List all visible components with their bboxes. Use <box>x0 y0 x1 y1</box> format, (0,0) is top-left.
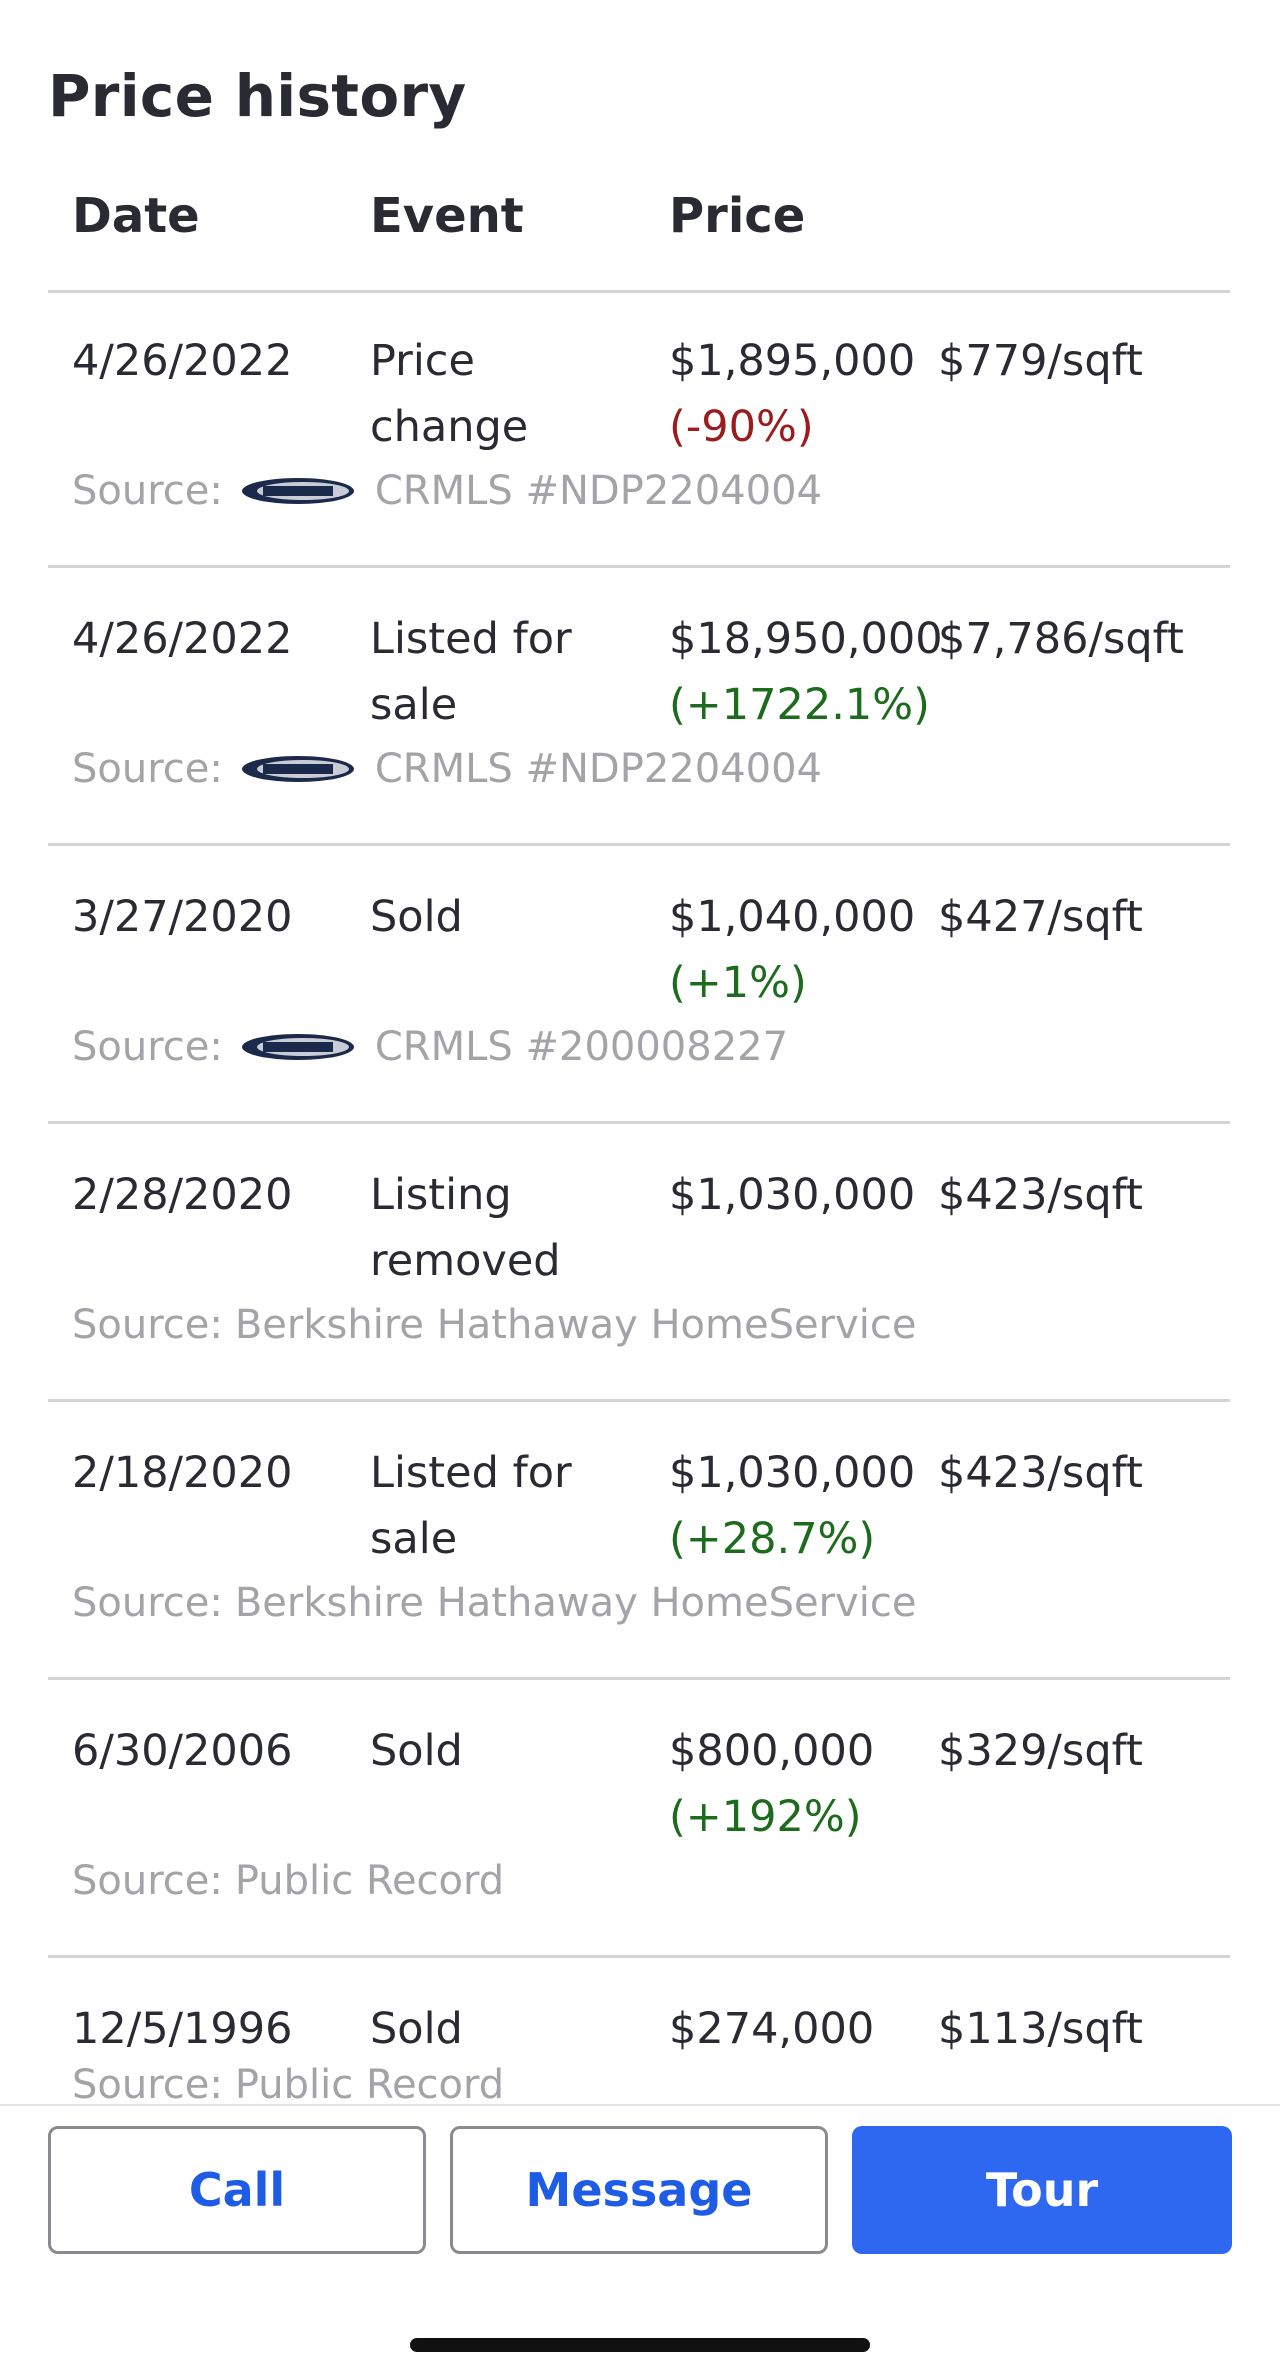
source-text: Berkshire Hathaway HomeService <box>234 1580 917 1626</box>
crmls-logo <box>241 754 355 784</box>
table-row: 4/26/2022 Listed for sale $18,950,000 (+… <box>48 568 1230 846</box>
table-row: 2/28/2020 Listing removed $1,030,000 $42… <box>48 1124 1230 1402</box>
crmls-logo <box>241 476 355 506</box>
price-change: (+28.7%) <box>669 1514 876 1564</box>
row-event: Listing removed <box>370 1170 561 1286</box>
table-header: Date Event Price <box>48 180 1230 293</box>
call-button[interactable]: Call <box>48 2126 426 2254</box>
row-price: $274,000 <box>669 1996 874 2062</box>
source-label: Source: <box>72 1580 223 1626</box>
row-date: 3/27/2020 <box>72 892 293 942</box>
row-event: Listed for sale <box>370 614 572 730</box>
message-button[interactable]: Message <box>450 2126 828 2254</box>
source-label: Source: <box>72 2062 223 2108</box>
row-price: $1,030,000 (+28.7%) <box>669 1440 915 1572</box>
row-date: 2/28/2020 <box>72 1170 293 1220</box>
row-source: Source: Public Record <box>72 2062 504 2108</box>
row-source: Source: Public Record <box>72 1858 504 1904</box>
source-label: Source: <box>72 1302 223 1348</box>
source-label: Source: <box>72 746 223 792</box>
row-date: 4/26/2022 <box>72 614 293 664</box>
action-bar: Call Message Tour <box>0 2104 1280 2380</box>
price-change: (+1722.1%) <box>669 680 930 730</box>
row-event: Listed for sale <box>370 1448 572 1564</box>
row-date: 6/30/2006 <box>72 1726 293 1776</box>
source-text: Berkshire Hathaway HomeService <box>234 1302 917 1348</box>
source-text: Public Record <box>234 1858 505 1904</box>
row-price: $1,040,000 (+1%) <box>669 884 915 1016</box>
row-source: Source: Berkshire Hathaway HomeService <box>72 1302 916 1348</box>
price-value: $800,000 <box>669 1726 875 1776</box>
price-value: $274,000 <box>669 2004 875 2054</box>
price-change: (+1%) <box>669 958 807 1008</box>
crmls-logo <box>241 1032 355 1062</box>
row-source: Source: CRMLS #200008227 <box>72 1024 788 1070</box>
price-value: $1,040,000 <box>669 892 916 942</box>
row-event: Price change <box>370 336 529 452</box>
price-value: $1,030,000 <box>669 1170 916 1220</box>
row-source: Source: Berkshire Hathaway HomeService <box>72 1580 916 1626</box>
column-header-date: Date <box>72 188 200 244</box>
price-change: (-90%) <box>669 402 814 452</box>
row-source: Source: CRMLS #NDP2204004 <box>72 468 822 514</box>
price-history-table: 4/26/2022 Price change $1,895,000 (-90%)… <box>48 290 1230 2236</box>
table-row: 3/27/2020 Sold $1,040,000 (+1%) $427/sqf… <box>48 846 1230 1124</box>
row-source: Source: CRMLS #NDP2204004 <box>72 746 822 792</box>
table-row: 2/18/2020 Listed for sale $1,030,000 (+2… <box>48 1402 1230 1680</box>
row-price: $800,000 (+192%) <box>669 1718 874 1850</box>
tour-button[interactable]: Tour <box>852 2126 1232 2254</box>
table-row: 6/30/2006 Sold $800,000 (+192%) $329/sqf… <box>48 1680 1230 1958</box>
home-indicator[interactable] <box>410 2338 870 2352</box>
row-date: 2/18/2020 <box>72 1448 293 1498</box>
price-change: (+192%) <box>669 1792 862 1842</box>
source-text: Public Record <box>234 2062 505 2108</box>
source-label: Source: <box>72 1858 223 1904</box>
price-history-title: Price history <box>48 62 467 130</box>
source-label: Source: <box>72 468 223 514</box>
row-price-per-sqft: $7,786/sqft <box>938 614 1184 664</box>
row-price-per-sqft: $423/sqft <box>938 1170 1143 1220</box>
table-row: 4/26/2022 Price change $1,895,000 (-90%)… <box>48 290 1230 568</box>
row-price-per-sqft: $427/sqft <box>938 892 1143 942</box>
row-price: $1,895,000 (-90%) <box>669 328 915 460</box>
row-event: Sold <box>370 1726 463 1776</box>
source-text: CRMLS #NDP2204004 <box>374 746 822 792</box>
row-price: $1,030,000 <box>669 1162 915 1228</box>
row-price-per-sqft: $779/sqft <box>938 336 1143 386</box>
row-date: 12/5/1996 <box>72 2004 293 2054</box>
row-price-per-sqft: $113/sqft <box>938 2004 1143 2054</box>
table-row: 12/5/1996 Sold $274,000 $113/sqft Source… <box>48 1958 1230 2236</box>
column-header-price: Price <box>669 188 806 244</box>
row-price-per-sqft: $329/sqft <box>938 1726 1143 1776</box>
source-text: CRMLS #200008227 <box>374 1024 789 1070</box>
row-event: Sold <box>370 892 463 942</box>
row-price: $18,950,000 (+1722.1%) <box>669 606 943 738</box>
price-value: $18,950,000 <box>669 614 943 664</box>
column-header-event: Event <box>370 188 524 244</box>
row-event: Sold <box>370 2004 463 2054</box>
row-price-per-sqft: $423/sqft <box>938 1448 1143 1498</box>
row-date: 4/26/2022 <box>72 336 293 386</box>
source-text: CRMLS #NDP2204004 <box>374 468 822 514</box>
source-label: Source: <box>72 1024 223 1070</box>
price-value: $1,030,000 <box>669 1448 916 1498</box>
price-value: $1,895,000 <box>669 336 916 386</box>
